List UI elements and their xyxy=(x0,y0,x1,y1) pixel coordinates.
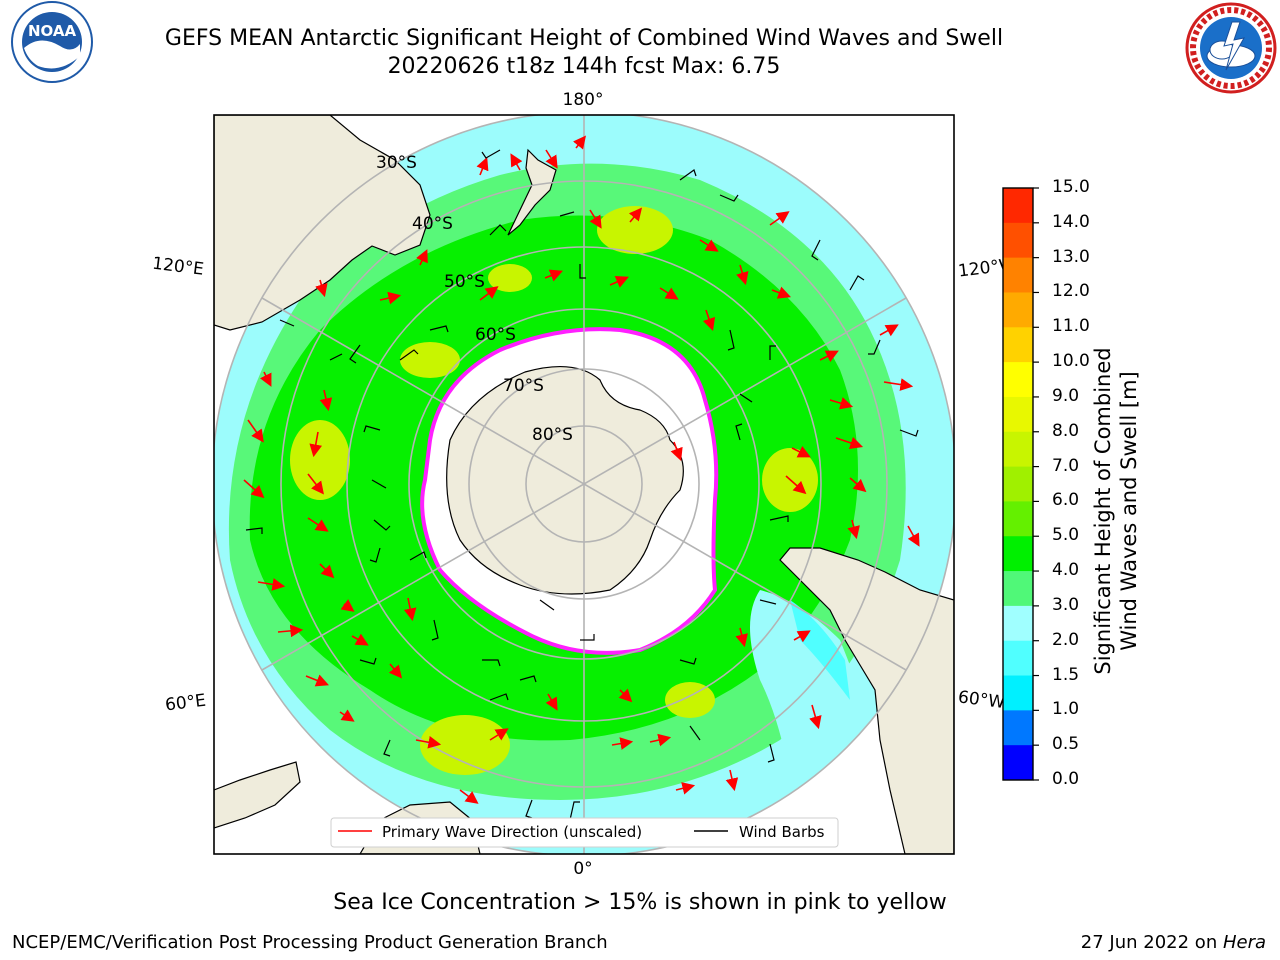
colorbar-tick-label: 5.0 xyxy=(1052,525,1080,546)
colorbar-swatch xyxy=(1003,605,1033,642)
colorbar-tick-label: 10.0 xyxy=(1052,351,1090,372)
nws-logo xyxy=(1185,2,1277,94)
colorbar-swatch xyxy=(1003,188,1033,224)
lat-label-30s: 30°S xyxy=(376,153,417,173)
sea-ice-note: Sea Ice Concentration > 15% is shown in … xyxy=(333,890,947,915)
colorbar-tick-label: 9.0 xyxy=(1052,385,1080,406)
colorbar-swatch xyxy=(1003,571,1033,607)
map-title: GEFS MEAN Antarctic Significant Height o… xyxy=(164,26,1004,51)
colorbar xyxy=(1002,187,1039,781)
footer-host: Hera xyxy=(1222,932,1266,953)
lon-label-180: 180° xyxy=(563,90,604,110)
colorbar-tick-label: 2.0 xyxy=(1052,629,1080,650)
lon-label-120e: 120°E xyxy=(151,254,205,280)
colorbar-tick-label: 12.0 xyxy=(1052,281,1090,302)
colorbar-tick-label: 7.0 xyxy=(1052,455,1080,476)
colorbar-swatch xyxy=(1003,327,1033,363)
lat-label-60s: 60°S xyxy=(475,325,516,345)
map-area: Primary Wave Direction (unscaled) Wind B… xyxy=(214,115,954,854)
lon-label-0: 0° xyxy=(573,859,592,879)
colorbar-swatch xyxy=(1003,362,1033,398)
colorbar-swatch xyxy=(1003,292,1033,328)
noaa-logo-text: NOAA xyxy=(28,22,77,40)
colorbar-tick-label: 4.0 xyxy=(1052,560,1080,581)
footer-date-text: 27 Jun 2022 on xyxy=(1080,932,1223,953)
colorbar-tick-label: 8.0 xyxy=(1052,420,1080,441)
lat-label-70s: 70°S xyxy=(503,376,544,396)
wind-barbs xyxy=(245,149,919,821)
colorbar-tick-label: 0.0 xyxy=(1052,769,1080,789)
legend-wave-direction: Primary Wave Direction (unscaled) xyxy=(382,823,642,841)
lon-label-60w: 60°W xyxy=(957,687,1006,713)
lat-label-40s: 40°S xyxy=(412,214,453,234)
noaa-logo: NOAA xyxy=(11,1,93,83)
latitude-labels: 30°S 40°S 50°S 60°S 70°S 80°S xyxy=(376,153,573,445)
colorbar-swatch xyxy=(1003,466,1033,502)
graticule xyxy=(214,115,954,854)
colorbar-tick-label: 6.0 xyxy=(1052,490,1080,511)
colorbar-label-line1: Significant Height of Combined xyxy=(1091,347,1115,675)
colorbar-tick-label: 0.5 xyxy=(1052,734,1080,755)
colorbar-swatch xyxy=(1003,396,1033,433)
lon-label-60e: 60°E xyxy=(164,691,207,716)
colorbar-swatch xyxy=(1003,745,1033,781)
colorbar-swatch xyxy=(1003,536,1033,572)
colorbar-swatch xyxy=(1003,222,1033,259)
colorbar-swatch xyxy=(1003,675,1033,711)
colorbar-tick-label: 13.0 xyxy=(1052,246,1090,267)
colorbar-swatch xyxy=(1003,431,1033,468)
colorbar-label-line2: Wind Waves and Swell [m] xyxy=(1117,371,1141,651)
colorbar-swatch xyxy=(1003,501,1033,537)
colorbar-tick-label: 14.0 xyxy=(1052,211,1090,232)
legend-box: Primary Wave Direction (unscaled) Wind B… xyxy=(330,817,839,848)
colorbar-tick-label: 15.0 xyxy=(1052,177,1090,197)
footer-branch: NCEP/EMC/Verification Post Processing Pr… xyxy=(12,932,608,953)
lat-label-80s: 80°S xyxy=(532,425,573,445)
colorbar-tick-label: 1.5 xyxy=(1052,664,1080,685)
map-subtitle: 20220626 t18z 144h fcst Max: 6.75 xyxy=(387,54,781,79)
lat-label-50s: 50°S xyxy=(444,272,485,292)
colorbar-swatch xyxy=(1003,710,1033,746)
legend-wind-barbs: Wind Barbs xyxy=(739,823,825,841)
colorbar-frame xyxy=(1002,187,1034,781)
map-frame xyxy=(213,114,955,855)
colorbar-tick-label: 3.0 xyxy=(1052,594,1080,615)
wave-direction-arrows xyxy=(243,135,920,804)
colorbar-label: Significant Height of Combined Wind Wave… xyxy=(1090,281,1142,741)
colorbar-swatch xyxy=(1003,257,1033,293)
footer-date: 27 Jun 2022 on Hera xyxy=(1081,932,1266,953)
colorbar-swatch xyxy=(1003,640,1033,677)
colorbar-tick-label: 11.0 xyxy=(1052,316,1090,337)
colorbar-tick-label: 1.0 xyxy=(1052,699,1080,720)
